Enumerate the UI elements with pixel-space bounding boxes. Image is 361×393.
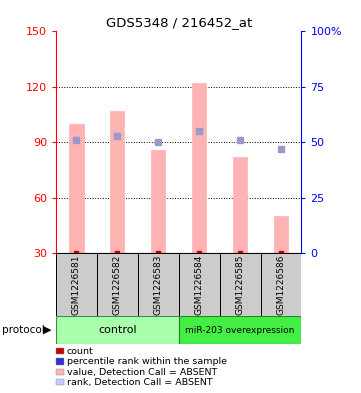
Text: control: control bbox=[98, 325, 136, 335]
Bar bbox=[69, 124, 83, 253]
Bar bbox=[274, 217, 288, 253]
Text: GSM1226583: GSM1226583 bbox=[154, 255, 163, 315]
Text: protocol: protocol bbox=[2, 325, 44, 335]
Bar bbox=[56, 316, 179, 344]
Text: GSM1226581: GSM1226581 bbox=[72, 255, 81, 315]
Bar bbox=[179, 253, 219, 316]
Bar bbox=[219, 253, 261, 316]
Bar bbox=[110, 111, 125, 253]
Text: GSM1226585: GSM1226585 bbox=[236, 255, 244, 315]
Text: ▶: ▶ bbox=[43, 325, 51, 335]
Bar bbox=[56, 253, 97, 316]
Text: GSM1226584: GSM1226584 bbox=[195, 255, 204, 315]
Text: percentile rank within the sample: percentile rank within the sample bbox=[67, 358, 227, 366]
Text: GSM1226582: GSM1226582 bbox=[113, 255, 122, 315]
Title: GDS5348 / 216452_at: GDS5348 / 216452_at bbox=[105, 16, 252, 29]
Text: rank, Detection Call = ABSENT: rank, Detection Call = ABSENT bbox=[67, 378, 212, 387]
Text: miR-203 overexpression: miR-203 overexpression bbox=[186, 326, 295, 334]
Bar bbox=[179, 316, 301, 344]
Bar bbox=[97, 253, 138, 316]
Bar bbox=[192, 83, 206, 253]
Bar bbox=[233, 157, 247, 253]
Text: value, Detection Call = ABSENT: value, Detection Call = ABSENT bbox=[67, 368, 217, 376]
Bar bbox=[138, 253, 179, 316]
Text: count: count bbox=[67, 347, 93, 356]
Text: GSM1226586: GSM1226586 bbox=[277, 255, 286, 315]
Bar bbox=[151, 150, 165, 253]
Bar bbox=[261, 253, 301, 316]
